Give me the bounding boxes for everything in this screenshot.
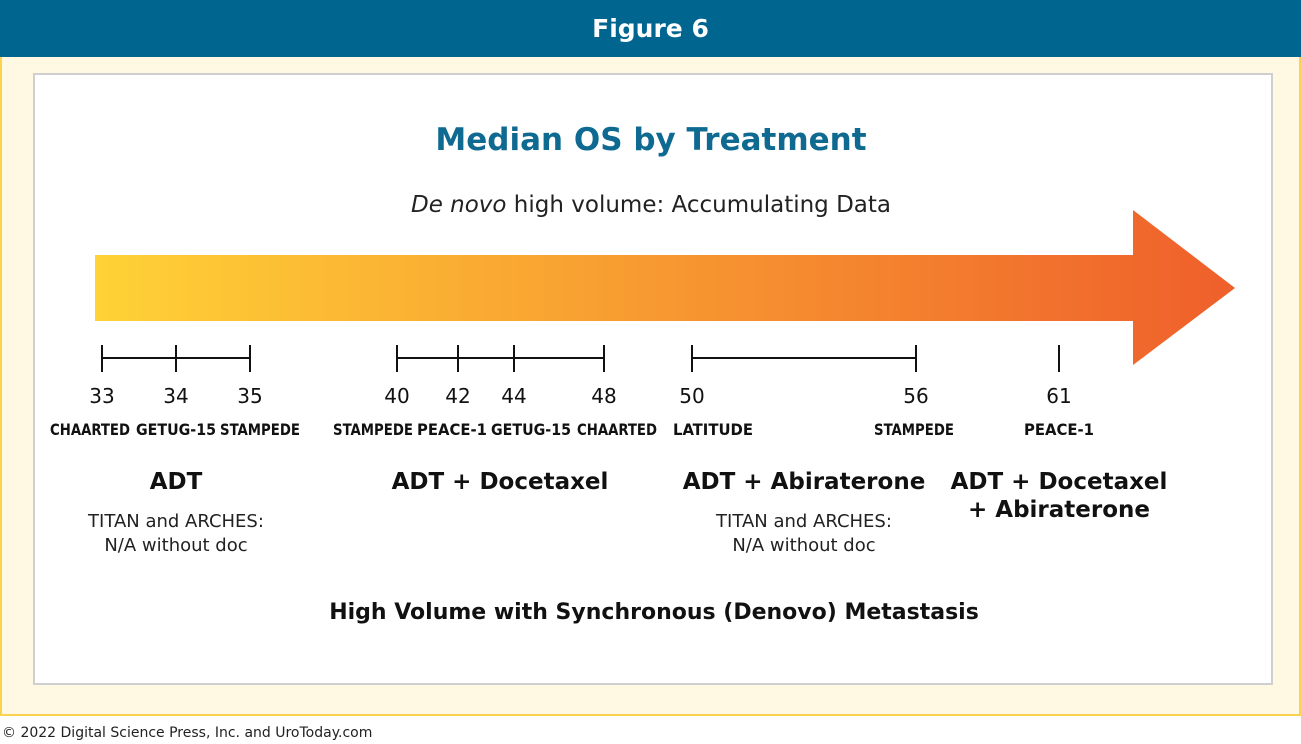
diagram-footer: High Volume with Synchronous (Denovo) Me… (329, 600, 979, 625)
trial-label: PEACE-1 (1024, 420, 1094, 439)
median-os-value: 34 (163, 384, 188, 408)
median-os-value: 44 (501, 384, 526, 408)
median-os-value: 50 (679, 384, 704, 408)
trial-label: GETUG-15 (136, 420, 216, 439)
trial-label: GETUG-15 (491, 420, 571, 439)
treatment-note: N/A without doc (732, 535, 875, 556)
median-os-value: 56 (903, 384, 928, 408)
treatment-note: TITAN and ARCHES: (715, 511, 892, 532)
treatment-group-label: ADT + Docetaxel (951, 469, 1168, 495)
treatment-note: N/A without doc (104, 535, 247, 556)
median-os-value: 42 (445, 384, 470, 408)
trial-label: CHAARTED (577, 420, 657, 439)
treatment-group-label: ADT + Abiraterone (683, 469, 926, 495)
subtitle-italic: De novo (411, 192, 507, 218)
trial-label: STAMPEDE (874, 420, 954, 439)
median-os-value: 35 (237, 384, 262, 408)
trial-label: CHAARTED (50, 420, 130, 439)
diagram-title: Median OS by Treatment (435, 122, 866, 158)
copyright-notice: © 2022 Digital Science Press, Inc. and U… (2, 725, 373, 741)
treatment-group-label: ADT (150, 469, 203, 495)
diagram-subtitle: De novo high volume: Accumulating Data (411, 192, 891, 218)
median-os-value: 61 (1046, 384, 1071, 408)
trial-label: STAMPEDE (333, 420, 413, 439)
treatment-gradient-arrow (95, 210, 1235, 365)
treatment-group-label: + Abiraterone (968, 497, 1150, 523)
median-os-value: 40 (384, 384, 409, 408)
figure-header: Figure 6 (0, 0, 1301, 57)
trial-label: PEACE-1 (417, 420, 487, 439)
subtitle-rest: high volume: Accumulating Data (507, 192, 892, 218)
median-os-value: 33 (89, 384, 114, 408)
timeline-scale: 33 CHAARTED 34 GETUG-15 35 STAMPEDE ADT TITAN a… (50, 345, 1167, 556)
trial-label: STAMPEDE (220, 420, 300, 439)
treatment-group-label: ADT + Docetaxel (392, 469, 609, 495)
treatment-note: TITAN and ARCHES: (87, 511, 264, 532)
figure-panel (33, 73, 1273, 685)
median-os-value: 48 (591, 384, 616, 408)
figure-number: Figure 6 (592, 14, 709, 43)
trial-label: LATITUDE (673, 420, 753, 439)
